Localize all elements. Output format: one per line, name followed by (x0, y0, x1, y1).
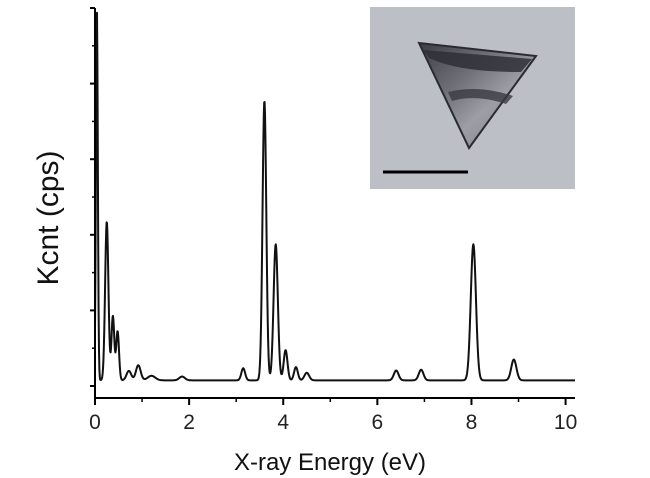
y-axis-label: Kcnt (cps) (32, 150, 65, 285)
plot-area (94, 11, 576, 382)
axes (94, 8, 575, 399)
x-tick-label: 2 (183, 411, 195, 434)
x-axis-ticks: 0 2 4 6 8 10 (89, 398, 577, 434)
spectrum-line-0 (94, 11, 576, 382)
x-tick-label: 8 (466, 411, 478, 434)
nanoplate-dark-stripe (448, 89, 513, 104)
x-tick-label: 10 (554, 411, 577, 434)
y-axis-ticks (90, 7, 95, 387)
x-tick-label: 6 (372, 411, 384, 434)
tem-inset-image (370, 7, 575, 189)
nanoplate-dark-band (423, 50, 532, 72)
x-axis-label: X-ray Energy (eV) (234, 449, 426, 476)
x-tick-label: 4 (277, 411, 289, 434)
x-tick-label: 0 (89, 411, 101, 434)
